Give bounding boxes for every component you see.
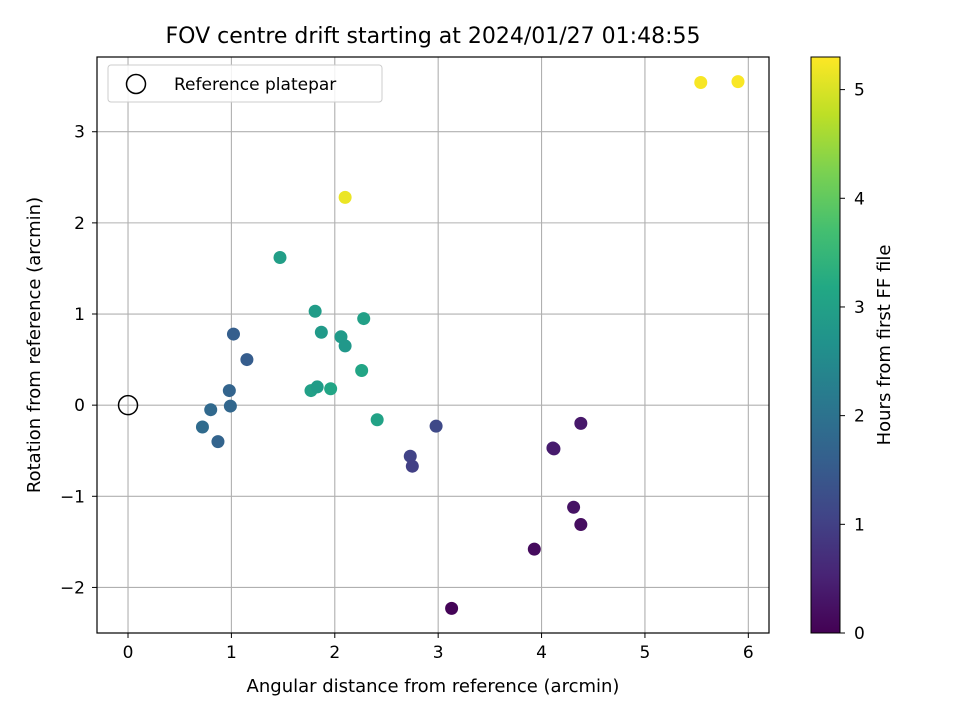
data-point: [445, 601, 459, 615]
data-point: [370, 413, 384, 427]
data-point: [355, 364, 369, 378]
data-point: [403, 449, 417, 463]
legend-reference-marker: [125, 73, 147, 95]
data-point: [195, 420, 209, 434]
x-tick-label: 0: [123, 643, 134, 663]
x-tick-label: 5: [640, 643, 651, 663]
chart-title: FOV centre drift starting at 2024/01/27 …: [166, 24, 701, 49]
plot-area-frame: [96, 56, 770, 634]
x-axis-ticks: 0 1 2 3 4 5 6: [123, 633, 754, 663]
y-tick-label: 3: [74, 123, 85, 143]
y-tick-label: 2: [74, 214, 85, 234]
y-axis-ticks: −2 −1 0 1 2 3: [60, 123, 97, 598]
x-tick-label: 4: [536, 643, 547, 663]
colorbar-tick-label: 1: [854, 515, 865, 535]
data-point: [226, 327, 240, 341]
data-point: [240, 353, 254, 367]
colorbar-tick-label: 5: [854, 81, 865, 101]
data-point: [308, 304, 322, 318]
legend: Reference platepar: [107, 64, 383, 103]
data-point: [357, 312, 371, 326]
data-point: [405, 459, 419, 473]
legend-entry-reference-platepar: Reference platepar: [174, 75, 336, 95]
colorbar-tick-label: 0: [854, 624, 865, 644]
colorbar-label: Hours from first FF file: [874, 245, 895, 446]
data-point: [574, 416, 588, 430]
x-axis-label: Angular distance from reference (arcmin): [247, 676, 620, 697]
grid-lines: [97, 57, 769, 633]
data-point: [567, 500, 581, 514]
colorbar-tick-label: 3: [854, 298, 865, 318]
data-point: [547, 442, 561, 456]
legend-frame: [107, 64, 383, 103]
data-point: [273, 251, 287, 265]
data-point: [338, 190, 352, 204]
colorbar-ticks: 0 1 2 3 4 5: [840, 81, 865, 644]
data-points: [117, 75, 745, 615]
data-point: [324, 382, 338, 396]
data-point: [574, 518, 588, 532]
data-point: [527, 542, 541, 556]
data-point: [338, 339, 352, 353]
data-point: [222, 384, 236, 398]
data-point: [211, 435, 225, 449]
colorbar-tick-label: 2: [854, 407, 865, 427]
colorbar-tick-label: 4: [854, 189, 865, 209]
colorbar-gradient: [810, 56, 841, 634]
reference-platepar-marker: [117, 394, 139, 416]
colorbar: 0 1 2 3 4 5 Hours from first FF file: [810, 56, 895, 644]
y-axis-label: Rotation from reference (arcmin): [24, 197, 45, 493]
data-point: [204, 403, 218, 417]
y-tick-label: 1: [74, 305, 85, 325]
y-tick-label: −2: [60, 578, 85, 598]
y-tick-label: 0: [74, 396, 85, 416]
y-tick-label: −1: [60, 487, 85, 507]
data-point: [314, 325, 328, 339]
data-point: [731, 75, 745, 89]
data-point: [223, 399, 237, 413]
x-tick-label: 1: [226, 643, 237, 663]
x-tick-label: 6: [743, 643, 754, 663]
data-point: [429, 419, 443, 433]
data-point: [310, 380, 324, 394]
x-tick-label: 3: [433, 643, 444, 663]
data-point: [694, 76, 708, 90]
x-tick-label: 2: [329, 643, 340, 663]
